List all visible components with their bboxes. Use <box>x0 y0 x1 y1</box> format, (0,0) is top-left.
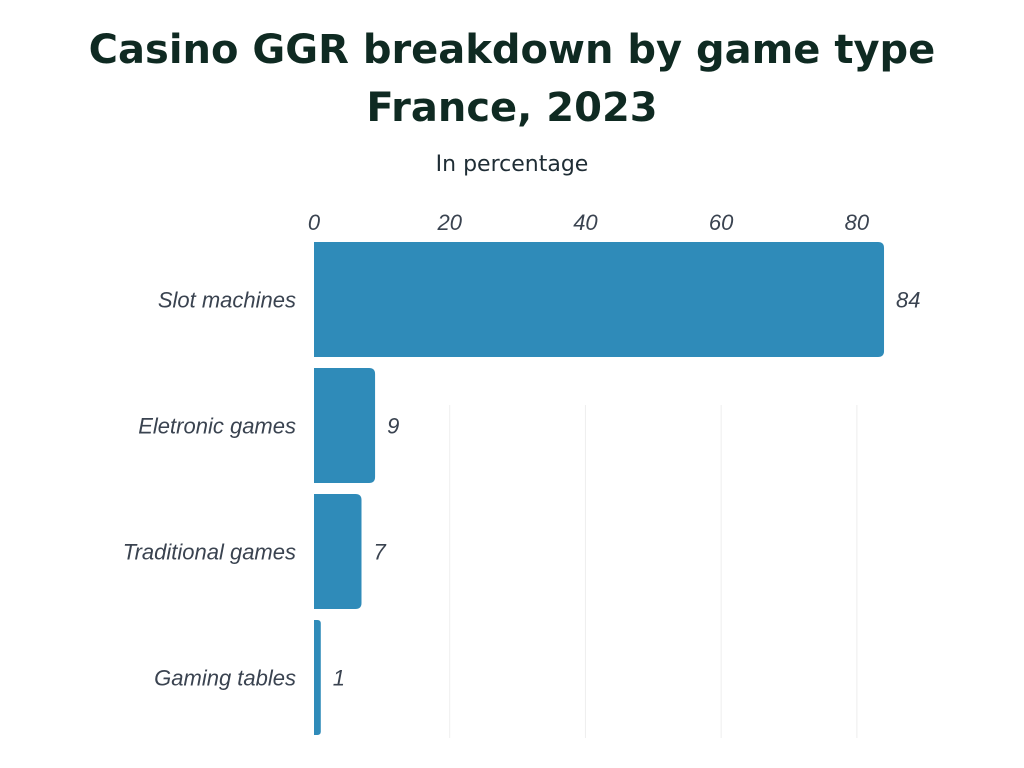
value-label-2: 7 <box>374 540 387 565</box>
category-label-2: Traditional games <box>123 540 296 565</box>
value-label-3: 1 <box>333 666 345 691</box>
x-tick-label-20: 20 <box>436 210 462 235</box>
chart-title-line-2: France, 2023 <box>366 85 658 131</box>
bar-1 <box>314 368 376 483</box>
chart-title-line-1: Casino GGR breakdown by game type <box>88 27 936 73</box>
category-label-1: Eletronic games <box>138 414 296 439</box>
x-tick-label-0: 0 <box>308 210 321 235</box>
chart-subtitle: In percentage <box>435 152 589 177</box>
x-tick-label-80: 80 <box>845 210 870 235</box>
bar-0 <box>314 242 885 357</box>
category-label-3: Gaming tables <box>154 666 296 691</box>
category-label-0: Slot machines <box>158 288 296 313</box>
bar-2 <box>314 494 362 609</box>
value-label-0: 84 <box>896 288 920 313</box>
x-tick-label-40: 40 <box>573 210 598 235</box>
value-label-1: 9 <box>387 414 399 439</box>
bar-3 <box>314 620 321 735</box>
x-tick-label-60: 60 <box>709 210 734 235</box>
